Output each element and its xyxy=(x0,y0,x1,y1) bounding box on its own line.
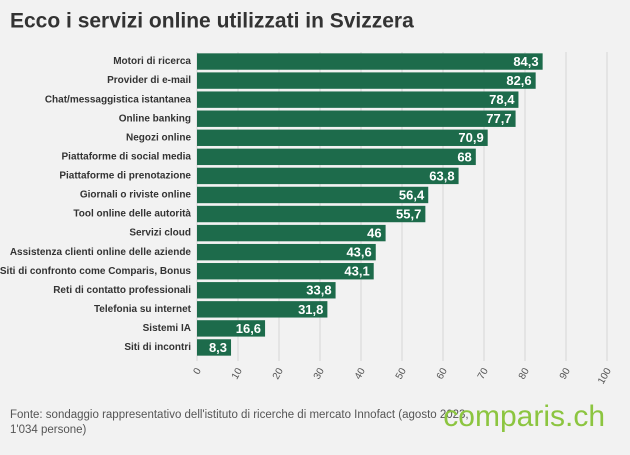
value-label: 56,4 xyxy=(399,187,425,202)
category-label: Servizi cloud xyxy=(129,228,191,239)
value-label: 70,9 xyxy=(458,130,483,145)
logo: comparis.ch xyxy=(443,400,605,433)
value-label: 43,6 xyxy=(346,245,371,260)
bar xyxy=(197,224,386,242)
bar xyxy=(197,53,543,70)
bar xyxy=(197,339,232,356)
category-label: Online banking xyxy=(119,113,191,124)
bar xyxy=(197,91,519,108)
value-label: 63,8 xyxy=(429,168,454,183)
category-label: Piattaforme di prenotazione xyxy=(59,171,191,182)
bar xyxy=(197,129,488,146)
bar xyxy=(197,148,476,166)
x-tick-label: 40 xyxy=(353,366,368,382)
bar xyxy=(197,186,429,204)
bar xyxy=(197,320,266,337)
category-label: Siti di confronto come Comparis, Bonus xyxy=(0,266,191,277)
x-tick-label: 30 xyxy=(312,366,327,382)
value-label: 84,3 xyxy=(513,54,538,69)
bar xyxy=(197,167,459,185)
value-label: 46 xyxy=(367,226,381,241)
category-label: Chat/messaggistica istantanea xyxy=(45,94,192,105)
bar xyxy=(197,110,516,127)
value-label: 55,7 xyxy=(396,206,421,221)
bar xyxy=(197,243,376,261)
bar xyxy=(197,263,374,280)
x-tick-label: 90 xyxy=(558,366,573,382)
value-label: 8,3 xyxy=(209,340,227,355)
category-label: Giornali o riviste online xyxy=(80,190,192,201)
value-label: 78,4 xyxy=(489,92,515,107)
category-label: Motori di ricerca xyxy=(113,56,191,67)
category-label: Reti di contatto professionali xyxy=(53,285,191,296)
bar xyxy=(197,301,328,318)
footer-line: 1'034 persone) xyxy=(10,424,87,436)
x-tick-label: 100 xyxy=(596,366,614,386)
value-label: 31,8 xyxy=(298,302,323,317)
category-label: Siti di incontri xyxy=(124,342,191,353)
value-label: 16,6 xyxy=(236,321,261,336)
x-tick-label: 10 xyxy=(230,366,245,382)
category-label: Telefonia su internet xyxy=(94,304,192,315)
x-tick-label: 20 xyxy=(271,366,286,382)
category-label: Piattaforme di social media xyxy=(62,151,192,162)
value-label: 33,8 xyxy=(306,283,331,298)
value-label: 82,6 xyxy=(506,73,531,88)
category-label: Assistenza clienti online delle aziende xyxy=(10,247,192,258)
category-label: Sistemi IA xyxy=(143,323,191,334)
category-label: Negozi online xyxy=(126,132,191,143)
x-tick-label: 80 xyxy=(517,366,532,382)
category-label: Provider di e-mail xyxy=(107,75,191,86)
value-label: 77,7 xyxy=(486,111,511,126)
category-label: Tool online delle autorità xyxy=(73,209,191,220)
footer-line: Fonte: sondaggio rappresentativo dell'is… xyxy=(10,409,469,421)
x-tick-label: 60 xyxy=(435,366,450,382)
value-label: 43,1 xyxy=(344,264,369,279)
bar xyxy=(197,72,536,89)
chart-title: Ecco i servizi online utilizzati in Sviz… xyxy=(10,10,414,33)
bar xyxy=(197,282,336,299)
bar xyxy=(197,205,426,223)
value-label: 68 xyxy=(457,149,471,164)
x-tick-label: 70 xyxy=(476,366,491,382)
x-tick-label: 0 xyxy=(192,366,205,377)
x-tick-label: 50 xyxy=(394,366,409,382)
